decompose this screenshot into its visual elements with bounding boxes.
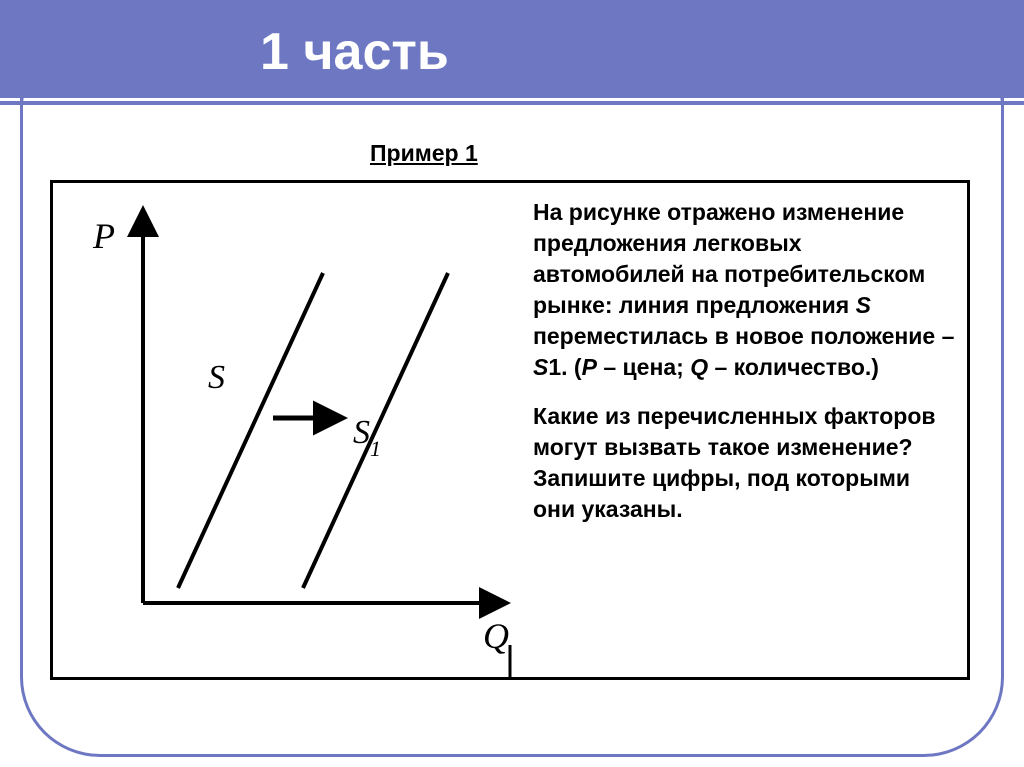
diagram-box: PQSS1 На рисунке отражено изменение пред…	[50, 180, 970, 680]
separator-tick	[509, 645, 512, 679]
svg-text:S: S	[208, 359, 225, 396]
p1-post3: – количество.)	[708, 354, 879, 380]
graph-svg: PQSS1	[63, 193, 513, 673]
slide-title: 1 часть	[260, 22, 449, 82]
subtitle: Пример 1	[370, 140, 478, 167]
sym-S1: S	[533, 354, 548, 380]
sym-S: S	[856, 292, 871, 318]
p1-post1: . (	[561, 354, 581, 380]
p1-post2: – цена;	[597, 354, 690, 380]
s1-sub: 1	[548, 354, 561, 380]
svg-text:P: P	[92, 216, 115, 256]
question-text: На рисунке отражено изменение предложени…	[533, 197, 957, 525]
sym-Q: Q	[690, 354, 708, 380]
paragraph-2: Какие из перечисленных факторов могут вы…	[533, 401, 957, 525]
header-stripe	[0, 98, 1024, 101]
supply-shift-graph: PQSS1	[63, 193, 513, 673]
paragraph-1: На рисунке отражено изменение предложени…	[533, 197, 957, 383]
p1-mid: переместилась в новое положение –	[533, 323, 954, 349]
header-band	[0, 0, 1024, 105]
sym-P: P	[582, 354, 597, 380]
svg-text:Q: Q	[483, 616, 509, 656]
